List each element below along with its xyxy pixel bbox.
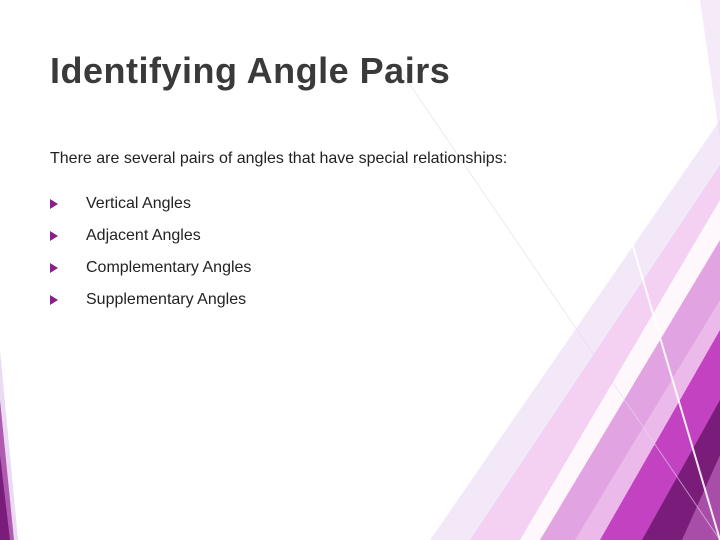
bullet-icon (50, 263, 58, 273)
slide-subtitle: There are several pairs of angles that h… (50, 150, 507, 168)
bullet-list: Vertical Angles Adjacent Angles Compleme… (50, 195, 550, 323)
list-item: Supplementary Angles (50, 291, 550, 309)
list-item: Complementary Angles (50, 259, 550, 277)
list-item-label: Complementary Angles (86, 259, 251, 277)
list-item-label: Supplementary Angles (86, 291, 246, 309)
bullet-icon (50, 231, 58, 241)
list-item: Adjacent Angles (50, 227, 550, 245)
bullet-icon (50, 199, 58, 209)
list-item-label: Adjacent Angles (86, 227, 201, 245)
slide-title: Identifying Angle Pairs (50, 50, 450, 92)
list-item: Vertical Angles (50, 195, 550, 213)
bullet-icon (50, 295, 58, 305)
list-item-label: Vertical Angles (86, 195, 191, 213)
slide: Identifying Angle Pairs There are severa… (0, 0, 720, 540)
